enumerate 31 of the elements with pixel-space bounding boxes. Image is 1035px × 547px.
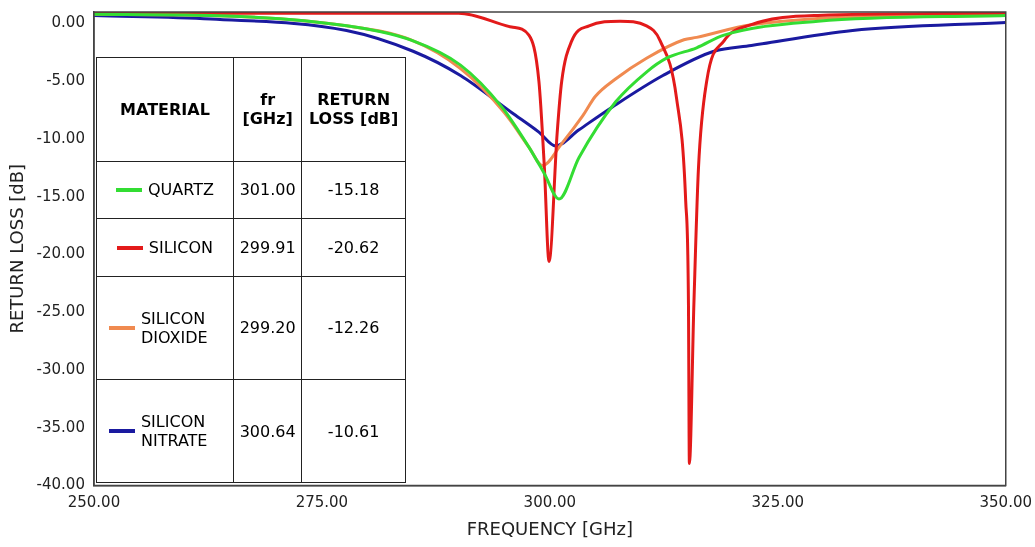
y-tick-label: -20.00 (36, 244, 85, 263)
x-tick-label: 350.00 (979, 493, 1033, 512)
y-axis-title: RETURN LOSS [dB] (6, 163, 28, 334)
x-tick-label: 300.00 (523, 493, 577, 512)
annotation: 299.20 (233, 276, 302, 380)
annotation: -15.18 (301, 161, 406, 219)
y-tick-label: -10.00 (36, 128, 85, 147)
y-tick-label: -5.00 (46, 71, 85, 90)
annotation: -20.62 (301, 218, 406, 277)
x-tick-label: 325.00 (751, 493, 805, 512)
legend-label: SILICON (148, 238, 214, 258)
annotation: 301.00 (233, 161, 302, 219)
x-axis-title: FREQUENCY [GHz] (466, 517, 634, 539)
annotation: -12.26 (301, 276, 406, 380)
annotation: RETURN LOSS [dB] (301, 57, 406, 162)
annotation: 299.91 (233, 218, 302, 277)
x-tick-label: 250.00 (67, 493, 121, 512)
y-tick-label: 0.00 (51, 13, 85, 32)
y-tick-label: -35.00 (36, 417, 85, 436)
annotation: MATERIAL (96, 57, 234, 162)
y-tick-label: -30.00 (36, 359, 85, 378)
x-tick-label: 275.00 (295, 493, 349, 512)
legend-label: QUARTZ (147, 180, 214, 200)
y-tick-label: -15.00 (36, 186, 85, 205)
annotation: -10.61 (301, 379, 406, 483)
legend-label: SILICON NITRATE (140, 412, 209, 451)
annotation: fr [GHz] (233, 57, 302, 162)
y-tick-label: -40.00 (36, 475, 85, 494)
y-tick-label: -25.00 (36, 302, 85, 321)
annotation: 300.64 (233, 379, 302, 483)
legend-label: SILICON DIOXIDE (140, 308, 209, 347)
